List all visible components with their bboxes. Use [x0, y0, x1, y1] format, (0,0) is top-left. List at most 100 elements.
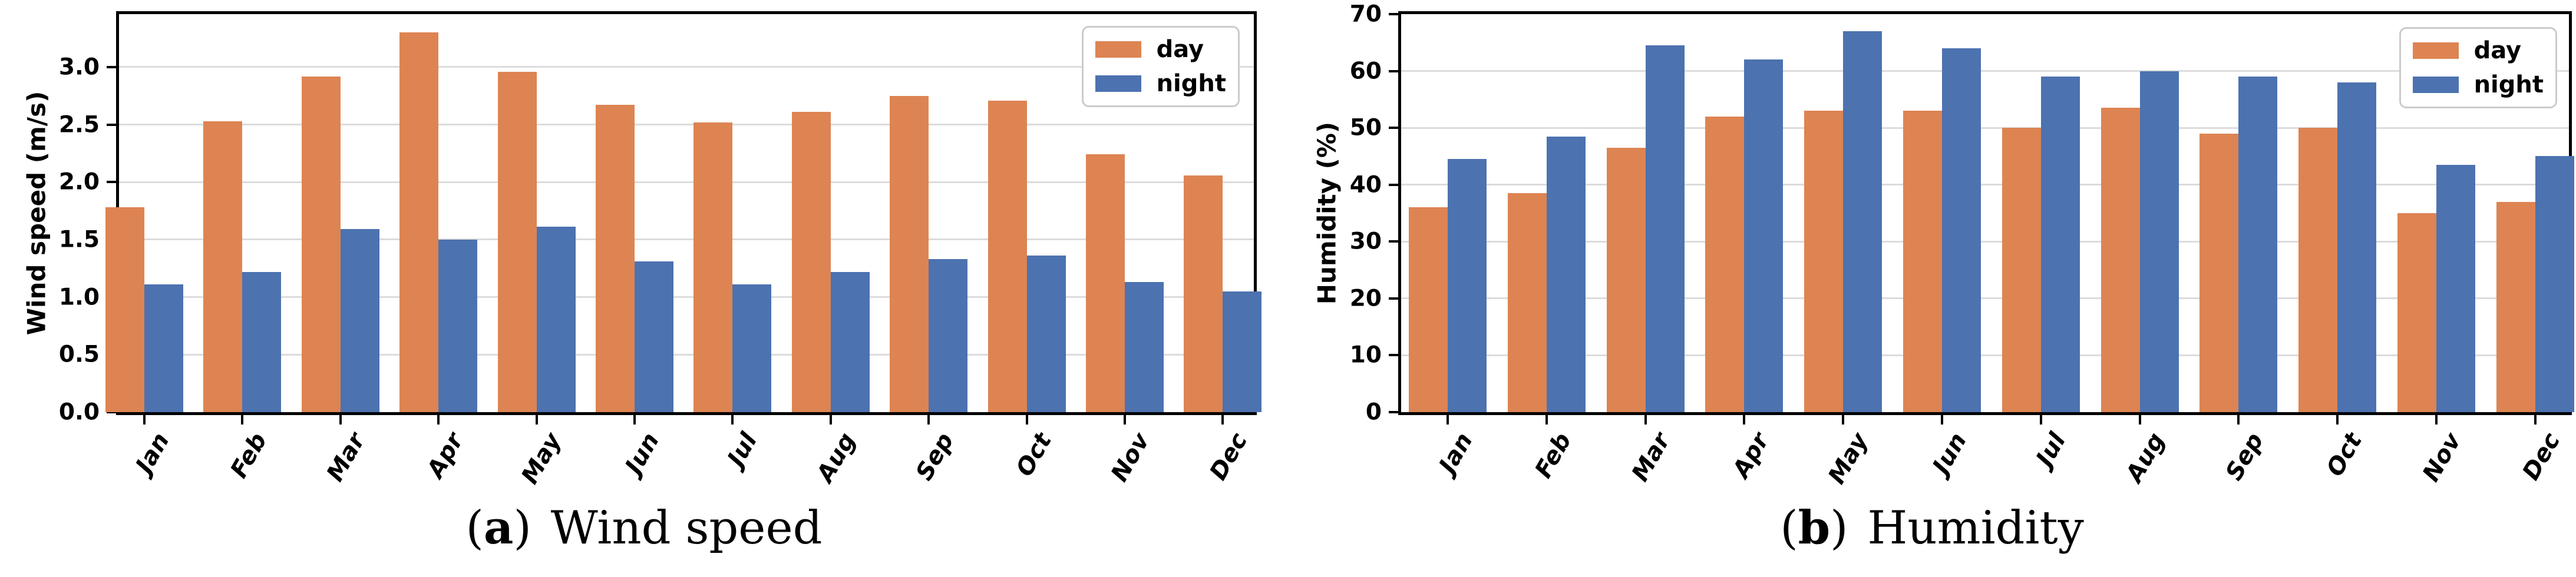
- wind-caption: (a) Wind speed: [0, 500, 1288, 556]
- y-tick-label-0: 0: [1365, 399, 1382, 426]
- bar-day-oct: [2298, 128, 2338, 412]
- x-tick-mark-feb: [1545, 415, 1548, 425]
- y-tick-mark-50: [1389, 127, 1398, 130]
- y-tick-label-2.5: 2.5: [58, 111, 100, 138]
- bar-night-feb: [242, 271, 282, 412]
- x-tick-mark-apr: [437, 415, 440, 425]
- legend-swatch-day: [1095, 41, 1141, 58]
- y-tick-mark-60: [1389, 69, 1398, 72]
- y-tick-mark-0: [1389, 411, 1398, 413]
- legend-item-night: night: [2412, 71, 2544, 98]
- y-tick-label-2.0: 2.0: [58, 168, 100, 195]
- bar-day-feb: [1507, 193, 1547, 412]
- bar-night-oct: [2337, 82, 2377, 412]
- caption-close-paren: ): [513, 502, 531, 555]
- gridline-1.5: [119, 238, 1254, 241]
- y-tick-label-70: 70: [1349, 1, 1382, 28]
- legend-item-day: day: [1095, 36, 1226, 63]
- bar-night-nov: [2436, 164, 2475, 412]
- x-tick-label-jan: Jan: [1434, 428, 1478, 478]
- caption-text: Humidity: [1867, 502, 2084, 555]
- bar-day-sep: [890, 95, 929, 412]
- x-tick-label-apr: Apr: [1728, 428, 1775, 483]
- bar-day-jan: [1409, 207, 1448, 412]
- caption-close-paren: ): [1830, 502, 1848, 555]
- y-tick-label-10: 10: [1349, 341, 1382, 369]
- gridline-30: [1401, 240, 2569, 243]
- gridline-2.5: [119, 124, 1254, 126]
- caption-letter: b: [1798, 501, 1831, 555]
- bar-day-may: [497, 71, 537, 412]
- y-tick-label-1.0: 1.0: [58, 284, 100, 311]
- x-tick-mark-jun: [633, 415, 636, 425]
- y-tick-mark-2.0: [107, 181, 116, 184]
- legend-label-night: night: [1156, 70, 1226, 97]
- bar-day-sep: [2199, 133, 2239, 412]
- bar-day-aug: [791, 112, 831, 412]
- x-tick-mark-mar: [1644, 415, 1647, 425]
- y-tick-label-50: 50: [1349, 114, 1382, 141]
- bar-night-jun: [1942, 48, 1981, 412]
- bar-night-jan: [144, 284, 183, 412]
- legend: day night: [1081, 26, 1240, 107]
- gridline-1.0: [119, 296, 1254, 299]
- x-tick-mark-jul: [2039, 415, 2042, 425]
- y-tick-label-40: 40: [1349, 171, 1382, 198]
- x-tick-label-may: May: [1822, 428, 1874, 489]
- bar-day-jul: [2002, 128, 2041, 412]
- bar-night-may: [536, 227, 576, 412]
- legend-item-day: day: [2412, 37, 2544, 64]
- x-tick-mark-oct: [2336, 415, 2339, 425]
- bar-night-apr: [1744, 59, 1784, 412]
- legend-label-day: day: [2473, 37, 2522, 64]
- y-tick-mark-3.0: [107, 65, 116, 68]
- wind-plot-area: day night: [105, 11, 1262, 415]
- gridline-50: [1401, 127, 2569, 129]
- y-tick-mark-30: [1389, 240, 1398, 243]
- x-tick-label-oct: Oct: [2321, 428, 2368, 482]
- y-tick-mark-2.5: [107, 123, 116, 126]
- bar-night-sep: [2238, 77, 2278, 412]
- bar-night-feb: [1546, 136, 1586, 412]
- x-tick-mark-may: [1842, 415, 1845, 425]
- x-tick-mark-feb: [241, 415, 244, 425]
- humidity-plot-area: day night: [1398, 11, 2574, 415]
- y-tick-mark-70: [1389, 13, 1398, 15]
- x-tick-mark-apr: [1743, 415, 1746, 425]
- y-tick-mark-0.0: [107, 411, 116, 413]
- bar-day-nov: [1086, 154, 1125, 412]
- x-tick-mark-may: [535, 415, 538, 425]
- x-tick-mark-mar: [339, 415, 342, 425]
- bar-day-aug: [2101, 108, 2140, 412]
- bar-night-jun: [635, 261, 673, 412]
- caption-open-paren: (: [465, 502, 484, 555]
- bar-day-jan: [105, 207, 144, 412]
- legend-swatch-day: [2412, 42, 2459, 59]
- gridline-0.5: [119, 353, 1254, 356]
- bar-day-mar: [1606, 147, 1646, 412]
- bar-night-apr: [438, 239, 478, 412]
- x-tick-label-feb: Feb: [1530, 428, 1577, 483]
- bar-day-may: [1804, 111, 1844, 412]
- x-tick-label-mar: Mar: [1626, 428, 1676, 486]
- bar-day-jun: [1903, 111, 1942, 412]
- caption-text: Wind speed: [550, 502, 823, 555]
- bar-night-mar: [1645, 45, 1685, 412]
- x-tick-mark-jul: [731, 415, 734, 425]
- x-tick-mark-sep: [2237, 415, 2240, 425]
- x-tick-mark-dec: [1221, 415, 1224, 425]
- legend-swatch-night: [1095, 75, 1141, 92]
- bar-day-apr: [1705, 116, 1745, 412]
- legend: day night: [2399, 27, 2557, 108]
- gridline-3.0: [119, 66, 1254, 68]
- bar-day-dec: [2496, 201, 2535, 412]
- y-tick-mark-20: [1389, 297, 1398, 300]
- x-tick-mark-jan: [1446, 415, 1449, 425]
- bar-night-sep: [929, 259, 968, 412]
- bar-day-apr: [399, 32, 439, 412]
- bar-night-nov: [1125, 282, 1164, 412]
- x-tick-mark-dec: [2534, 415, 2537, 425]
- gridline-2.0: [119, 181, 1254, 183]
